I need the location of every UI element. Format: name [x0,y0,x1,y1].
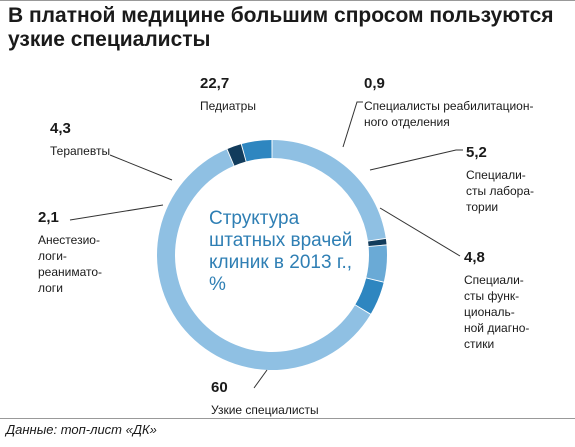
center-text-line: Структура [209,208,300,229]
center-text-line: % [209,274,226,295]
leader-line-специалисты-лаборатории [369,149,463,171]
category-label-анестезиологи-реаниматологи: логи- [38,249,67,263]
value-label-специалисты-лаборатории: 5,2 [466,144,487,161]
category-label-специалисты-реабилитационного-отделения: Специалисты реабилитацион- [364,99,533,113]
value-label-педиатры: 22,7 [200,75,229,92]
leader-line-специалисты-реабилитационного-отделения [342,101,363,148]
center-text-line: клиник в 2013 г., [209,252,352,273]
leader-line-узкие-специалисты [253,369,268,389]
top-rule [0,0,575,1]
category-label-терапевты: Терапевты [50,144,110,158]
category-label-педиатры: Педиатры [200,99,256,113]
value-label-узкие-специалисты: 60 [211,379,228,396]
leader-lines [69,101,463,389]
donut-chart: 22,7 Педиатры 0,9 Специалисты реабилитацион… [38,75,534,417]
category-label-анестезиологи-реаниматологи: реанимато- [38,265,102,279]
slice-labels: 22,7 Педиатры 0,9 Специалисты реабилитацион… [38,75,534,417]
leader-line-терапевты [109,154,173,181]
chart-title: В платной медицине большим спросом польз… [8,4,568,52]
category-label-специалисты-функциональной-диагностики: ной диагно- [464,321,529,335]
value-label-специалисты-функциональной-диагностики: 4,8 [464,249,485,266]
slice-анестезиологи-реаниматологи [227,144,246,166]
category-label-анестезиологи-реаниматологи: логи [38,281,63,295]
category-label-специалисты-лаборатории: Специали- [466,168,526,182]
slice-педиатры [272,140,386,241]
title-line-1: В платной медицине большим спросом польз… [8,4,554,27]
category-label-специалисты-функциональной-диагностики: Специали- [464,273,524,287]
title-line-2: узкие специалисты [8,28,211,51]
category-label-специалисты-функциональной-диагностики: сты функ- [464,289,519,303]
slice-специалисты-лаборатории [366,245,387,282]
value-label-анестезиологи-реаниматологи: 2,1 [38,209,59,226]
leader-line-специалисты-функциональной-диагностики [379,207,461,257]
source-note: Данные: топ-лист «ДК» [6,422,157,437]
category-label-специалисты-лаборатории: сты лабора- [466,184,534,198]
category-label-специалисты-функциональной-диагностики: стики [464,337,494,351]
donut-slices [156,140,387,370]
slice-специалисты-реабилитационного-отделения [368,238,387,247]
bottom-rule [0,418,575,419]
center-text-line: штатных врачей [209,230,352,251]
category-label-анестезиологи-реаниматологи: Анестезио- [38,233,100,247]
value-label-специалисты-реабилитационного-отделения: 0,9 [364,75,385,92]
category-label-специалисты-функциональной-диагностики: циональ- [464,305,515,319]
slice-специалисты-функциональной-диагностики [355,278,384,314]
category-label-специалисты-лаборатории: тории [466,200,498,214]
value-label-терапевты: 4,3 [50,120,71,137]
category-label-специалисты-реабилитационного-отделения: ного отделения [364,115,450,129]
category-label-узкие-специалисты: Узкие специалисты [211,403,319,417]
leader-line-анестезиологи-реаниматологи [69,204,164,221]
slice-терапевты [241,140,272,162]
